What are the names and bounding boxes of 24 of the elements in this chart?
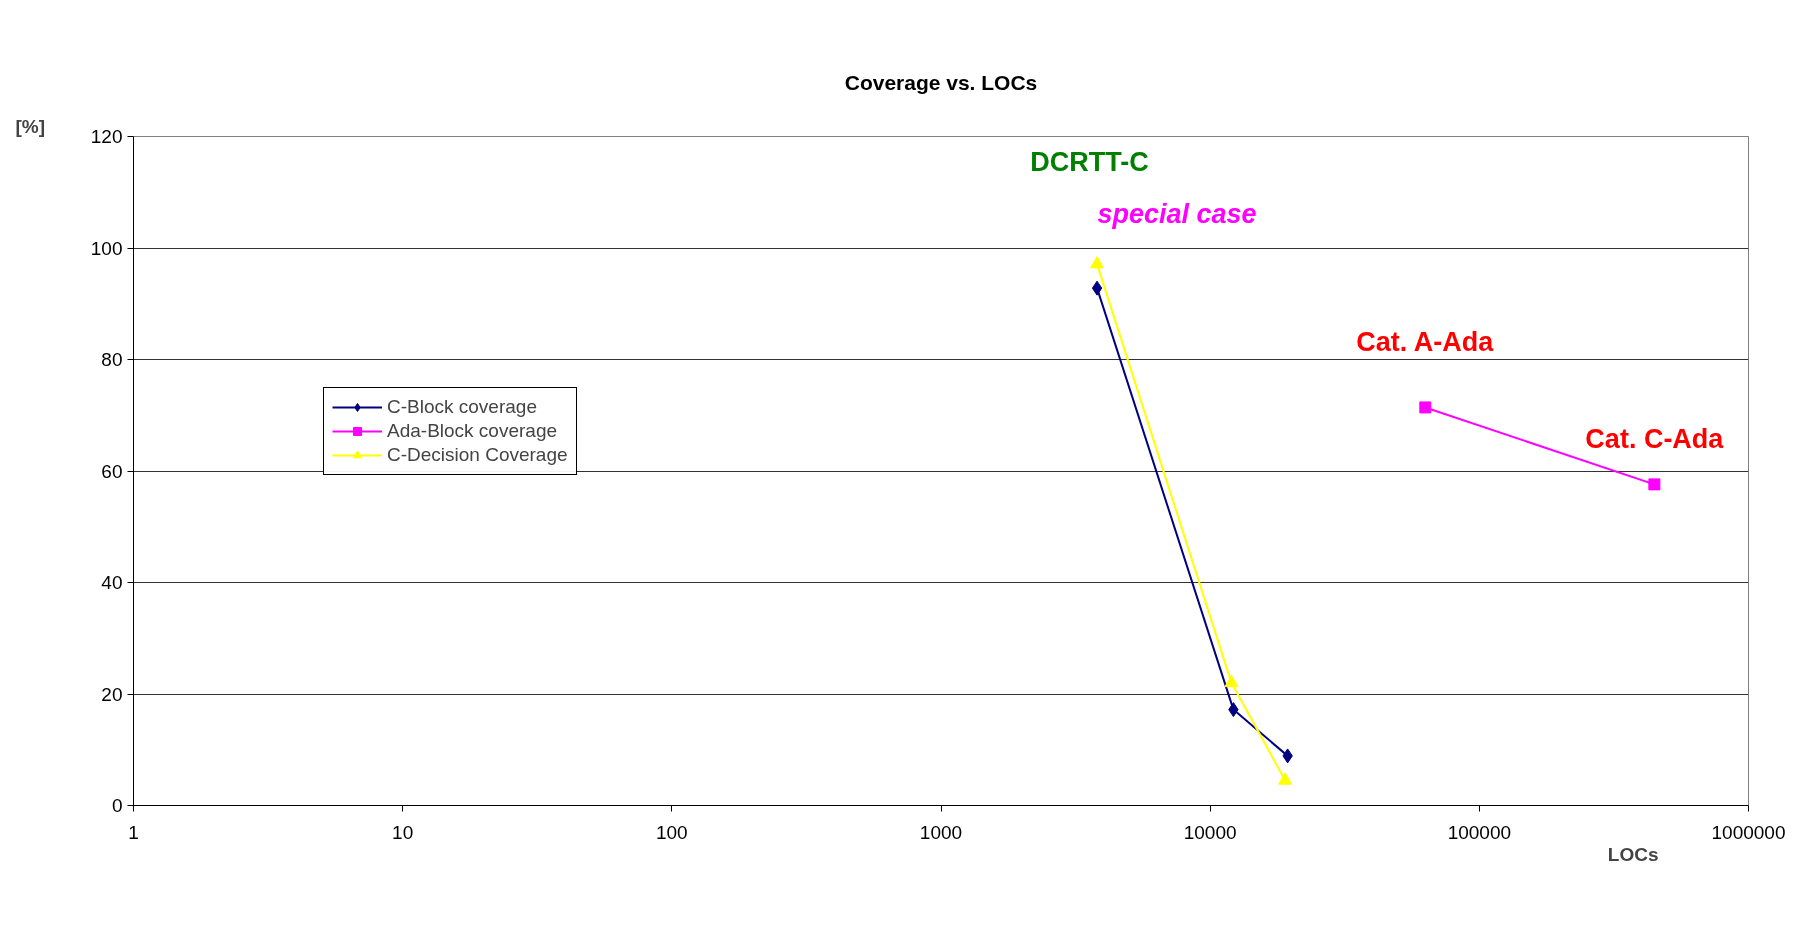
y-tick-label: 0: [111, 795, 123, 816]
y-tick-label: 60: [101, 460, 123, 482]
legend-label: C-Block coverage: [387, 396, 537, 418]
chart-title: Coverage vs. LOCs: [844, 70, 1038, 94]
y-tick-label: 80: [101, 349, 123, 370]
x-tick-label: 100: [655, 821, 688, 843]
x-tick-label: 10000: [1183, 821, 1237, 843]
legend-label: Ada-Block coverage: [387, 420, 558, 442]
x-tick-label: 10: [392, 821, 414, 843]
legend-label: C-Decision Coverage: [387, 444, 568, 466]
annotation: Cat. C-Ada: [1585, 424, 1725, 455]
x-tick-label: 1: [128, 821, 139, 843]
annotation: DCRTT-C: [1030, 146, 1149, 177]
x-tick-label: 100000: [1447, 821, 1512, 843]
annotation: Cat. A-Ada: [1356, 327, 1495, 358]
x-tick-label: 1000000: [1711, 821, 1786, 843]
y-tick-label: 40: [101, 572, 123, 593]
y-tick-label: 100: [90, 237, 123, 259]
y-axis-title: [%]: [15, 115, 46, 137]
y-tick-label: 20: [101, 683, 123, 705]
x-tick-label: 1000: [919, 821, 963, 843]
annotation: special case: [1097, 199, 1257, 230]
y-tick-label: 120: [90, 126, 123, 147]
x-axis-title: LOCs: [1607, 843, 1659, 865]
